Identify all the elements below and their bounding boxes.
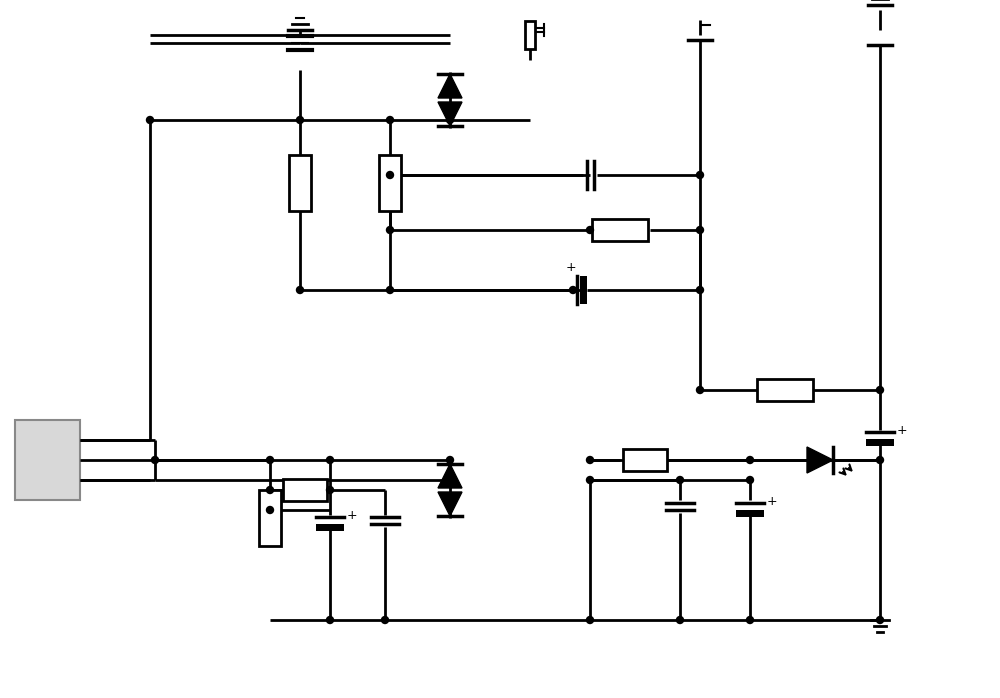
Polygon shape (438, 464, 462, 488)
Circle shape (876, 456, 884, 463)
Circle shape (570, 286, 576, 293)
Circle shape (296, 286, 304, 293)
Circle shape (386, 286, 394, 293)
Circle shape (586, 456, 594, 463)
Bar (283, 479, 327, 501)
Bar (525, 21, 535, 49)
Circle shape (386, 172, 394, 179)
Bar (15, 420, 80, 500)
Circle shape (586, 226, 594, 234)
Circle shape (152, 456, 158, 463)
Circle shape (586, 477, 594, 484)
Circle shape (446, 477, 454, 484)
Circle shape (446, 117, 454, 124)
Circle shape (586, 616, 594, 623)
Circle shape (382, 616, 388, 623)
Circle shape (696, 172, 704, 179)
Circle shape (676, 616, 684, 623)
Polygon shape (438, 102, 462, 126)
Bar (289, 155, 311, 211)
Circle shape (696, 387, 704, 394)
Circle shape (386, 117, 394, 124)
Circle shape (326, 616, 334, 623)
Polygon shape (807, 447, 833, 473)
Bar (259, 490, 281, 546)
Text: +: + (347, 509, 358, 522)
Circle shape (876, 387, 884, 394)
Text: +: + (565, 261, 576, 274)
Circle shape (876, 616, 884, 623)
Bar (592, 219, 648, 241)
Circle shape (746, 456, 754, 463)
Polygon shape (438, 492, 462, 516)
Circle shape (446, 456, 454, 463)
Polygon shape (438, 74, 462, 98)
Circle shape (746, 477, 754, 484)
Bar (316, 524, 344, 530)
Circle shape (696, 226, 704, 234)
Circle shape (696, 286, 704, 293)
Bar (736, 510, 764, 517)
Bar (580, 276, 587, 304)
Circle shape (676, 477, 684, 484)
Bar (379, 155, 401, 211)
Circle shape (746, 616, 754, 623)
Circle shape (296, 117, 304, 124)
Bar (757, 379, 813, 401)
Circle shape (146, 117, 154, 124)
Circle shape (266, 456, 274, 463)
Bar (866, 438, 894, 445)
Text: +: + (897, 424, 908, 437)
Bar (623, 449, 667, 471)
Circle shape (266, 487, 274, 493)
Circle shape (386, 226, 394, 234)
Circle shape (326, 487, 334, 493)
Text: +: + (767, 495, 778, 508)
Circle shape (266, 507, 274, 514)
Circle shape (326, 456, 334, 463)
